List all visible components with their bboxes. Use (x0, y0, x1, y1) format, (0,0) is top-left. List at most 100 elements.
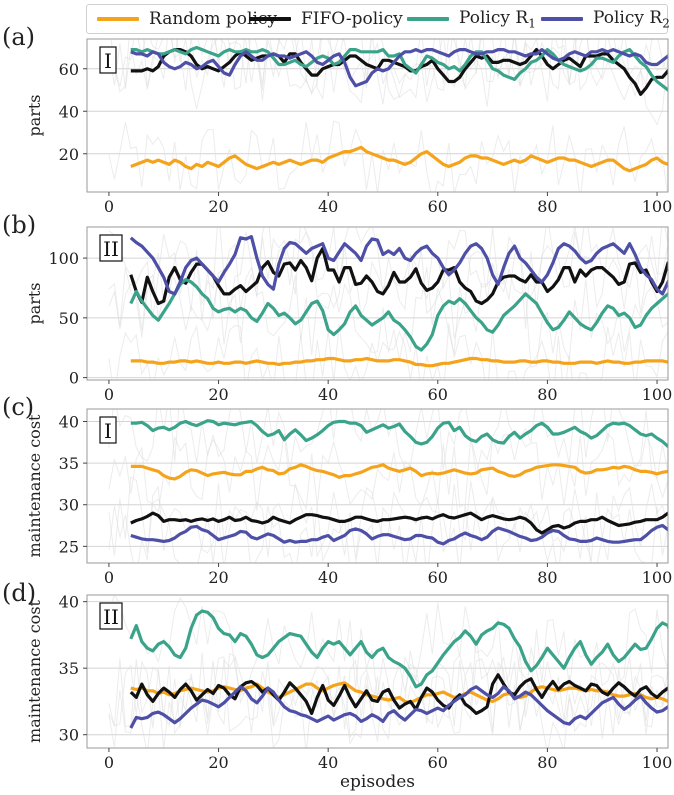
y-tick-label: 35 (59, 454, 79, 473)
y-tick-label: 30 (59, 496, 79, 515)
y-axis-label: parts (25, 282, 44, 324)
legend-swatch-r2 (541, 17, 583, 21)
background-trace (108, 227, 668, 320)
legend-swatch-fifo (249, 17, 291, 21)
y-tick-label: 35 (59, 659, 79, 678)
legend: Random policy FIFO-policy Policy R1 Poli… (86, 4, 670, 34)
series-line-fifo (130, 48, 668, 96)
background-traces (108, 39, 668, 192)
scenario-badge-box (99, 234, 123, 262)
x-tick-label: 40 (318, 385, 338, 404)
legend-swatch-random (97, 17, 139, 21)
x-tick-label: 80 (537, 568, 557, 587)
y-tick-label: 25 (59, 537, 79, 556)
panel-c: 25 30 35 40 0 20 40 60 80 100 maintenance cost(c) I (2, 393, 672, 587)
y-tick-label: 30 (59, 726, 79, 745)
x-tick-label: 100 (642, 753, 673, 772)
plot-frame (86, 38, 669, 193)
panel-label: (d) (2, 579, 36, 607)
x-tick-label: 100 (642, 197, 673, 216)
legend-label-r2: Policy R (593, 7, 663, 28)
series-line-r2 (129, 685, 668, 729)
panel-label: (c) (2, 393, 34, 421)
series-line-fifo (129, 673, 668, 715)
x-axis-label: episodes (340, 772, 415, 792)
background-trace (108, 39, 668, 109)
y-axis-label: maintenance cost (25, 414, 44, 558)
background-trace (108, 432, 668, 513)
plot-frame (86, 408, 669, 564)
x-tick-label: 40 (318, 197, 338, 216)
scenario-badge-box (99, 46, 117, 74)
x-tick-label: 20 (208, 385, 228, 404)
y-tick-label: 40 (59, 593, 79, 612)
legend-item-random: Random policy (97, 5, 277, 33)
background-trace (108, 595, 668, 706)
y-tick-label: 40 (59, 412, 79, 431)
series-line-fifo (130, 511, 668, 535)
x-tick-label: 0 (104, 568, 114, 587)
x-tick-label: 40 (318, 568, 338, 587)
scenario-badge: I (104, 419, 112, 443)
y-tick-label: 50 (59, 309, 79, 328)
background-traces (108, 595, 668, 748)
legend-item-r1: Policy R1 (407, 5, 536, 33)
legend-label-r1: Policy R (459, 7, 529, 28)
x-tick-label: 20 (208, 568, 228, 587)
panel-label: (a) (2, 23, 35, 51)
x-tick-label: 20 (208, 197, 228, 216)
legend-swatch-r1 (407, 17, 449, 21)
y-tick-label: 60 (59, 60, 79, 79)
legend-label-fifo: FIFO-policy (301, 9, 403, 29)
legend-item-r2: Policy R2 (541, 5, 670, 33)
panel-label: (b) (2, 211, 36, 239)
legend-item-fifo: FIFO-policy (249, 5, 403, 33)
series-line-random (130, 463, 668, 481)
series-line-r1 (129, 609, 668, 689)
panel-a: 20 40 60 0 20 40 60 80 100 parts (a) I (2, 23, 673, 216)
x-tick-label: 0 (104, 385, 114, 404)
series-line-r2 (130, 523, 668, 546)
x-tick-label: 80 (537, 385, 557, 404)
x-tick-label: 20 (208, 753, 228, 772)
x-tick-label: 60 (428, 568, 448, 587)
x-tick-label: 60 (428, 385, 448, 404)
background-trace (108, 498, 668, 563)
x-tick-label: 100 (642, 385, 673, 404)
background-trace (108, 120, 668, 192)
series-line-fifo (129, 246, 668, 306)
background-trace (110, 39, 668, 126)
x-tick-label: 60 (428, 753, 448, 772)
panel-d: 30 35 40 0 20 40 60 80 100 maintenance cost(d) II (2, 579, 673, 772)
series-line-r2 (130, 48, 668, 88)
x-tick-label: 0 (104, 753, 114, 772)
y-tick-label: 0 (69, 369, 79, 388)
legend-label-random: Random policy (149, 9, 278, 29)
background-trace (108, 476, 668, 562)
x-tick-label: 60 (428, 197, 448, 216)
series-line-random (130, 356, 668, 368)
y-tick-label: 20 (59, 145, 79, 164)
background-trace (108, 227, 668, 339)
x-tick-label: 80 (537, 753, 557, 772)
series-line-r1 (130, 45, 668, 93)
plot-frame (86, 226, 669, 381)
background-traces (108, 409, 668, 563)
x-tick-label: 40 (318, 753, 338, 772)
scenario-badge-box (99, 602, 123, 630)
background-trace (108, 267, 668, 368)
series-line-r2 (129, 235, 668, 296)
scenario-badge-box (99, 416, 117, 444)
scenario-badge: I (104, 49, 112, 73)
y-axis-label: maintenance cost (25, 599, 44, 743)
scenario-badge: II (103, 605, 119, 629)
background-traces (108, 227, 668, 380)
y-tick-label: 40 (59, 102, 79, 121)
legend-sub-r1: 1 (528, 16, 536, 31)
scenario-badge: II (103, 237, 119, 261)
series-line-r1 (130, 419, 668, 449)
x-tick-label: 0 (104, 197, 114, 216)
y-axis-label: parts (25, 94, 44, 136)
